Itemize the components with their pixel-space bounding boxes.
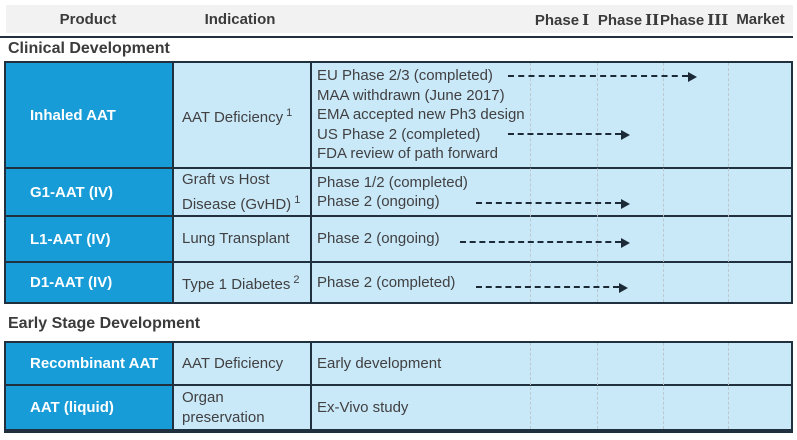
- indication-cell: Organ preservation: [174, 386, 312, 429]
- status-line: Phase 2 (ongoing): [317, 230, 440, 248]
- phase1-gridline: [530, 343, 531, 429]
- progress-arrow-eu-phase3: [508, 72, 697, 83]
- product-label: AAT (liquid): [30, 399, 114, 416]
- indication-label: Organ preservation: [182, 388, 265, 426]
- product-label: D1-AAT (IV): [30, 274, 113, 291]
- phase1-gridline: [530, 63, 531, 302]
- product-cell: D1-AAT (IV): [6, 263, 174, 302]
- phase2-gridline: [597, 63, 598, 302]
- status-cell: Early development: [312, 343, 791, 384]
- phase3-gridline: [663, 343, 664, 429]
- table-header-band: [6, 5, 793, 33]
- product-cell: G1-AAT (IV): [6, 169, 174, 215]
- product-label: G1-AAT (IV): [30, 183, 114, 201]
- product-cell: L1-AAT (IV): [6, 217, 174, 261]
- status-line: EU Phase 2/3 (completed): [317, 67, 493, 85]
- column-header-market: Market: [736, 11, 785, 28]
- footnote-marker: 2: [293, 274, 300, 286]
- table-row-d1-aat: D1-AAT (IV) Type 1 Diabetes 2 Phase 2 (co…: [6, 261, 791, 302]
- status-line: Phase 2 (completed): [317, 273, 456, 291]
- indication-label: AAT Deficiency: [182, 354, 284, 372]
- status-line: MAA withdrawn (June 2017): [317, 86, 505, 104]
- table-row-recombinant-aat: Recombinant AAT AAT Deficiency Early dev…: [6, 343, 791, 384]
- indication-text: AAT Deficiency 1: [182, 103, 292, 128]
- header-divider: [0, 36, 793, 38]
- column-header-phase2: Phase II: [595, 11, 662, 29]
- indication-label: Type 1 Diabetes: [182, 276, 291, 293]
- status-line: Ex-Vivo study: [317, 398, 409, 416]
- indication-text: Lung Transplant: [182, 229, 290, 249]
- phase-word: Phase: [534, 12, 580, 29]
- progress-arrow-us-phase2: [508, 130, 630, 141]
- product-cell: Inhaled AAT: [6, 63, 174, 167]
- product-label: Inhaled AAT: [30, 106, 116, 124]
- indication-text: AAT Deficiency: [182, 354, 283, 374]
- status-cell: Ex-Vivo study: [312, 386, 791, 429]
- column-header-product: Product: [59, 11, 117, 28]
- table-row-g1-aat: G1-AAT (IV) Graft vs Host Disease (GvHD)…: [6, 167, 791, 215]
- indication-cell: Graft vs Host Disease (GvHD) 1: [174, 169, 312, 215]
- indication-cell: Lung Transplant: [174, 217, 312, 261]
- product-cell: Recombinant AAT: [6, 343, 174, 384]
- status-cell: Phase 1/2 (completed) Phase 2 (ongoing): [312, 169, 791, 215]
- status-line: Phase 2 (ongoing): [317, 193, 440, 210]
- table-row-inhaled-aat: Inhaled AAT AAT Deficiency 1 EU Phase 2/3…: [6, 63, 791, 167]
- table-row-l1-aat: L1-AAT (IV) Lung Transplant Phase 2 (ong…: [6, 215, 791, 261]
- progress-arrow-l1-phase2: [460, 238, 630, 249]
- indication-cell: AAT Deficiency 1: [174, 63, 312, 167]
- column-header-phase1: Phase I: [528, 11, 596, 29]
- phase-numeral: II: [645, 11, 660, 29]
- status-line: Early development: [317, 354, 442, 372]
- footnote-marker: 1: [286, 106, 293, 119]
- phase-numeral: I: [582, 11, 590, 29]
- clinical-development-table: Inhaled AAT AAT Deficiency 1 EU Phase 2/3…: [4, 61, 793, 304]
- phase-word: Phase: [660, 12, 705, 29]
- phase-word: Phase: [597, 12, 643, 29]
- early-stage-table: Recombinant AAT AAT Deficiency Early dev…: [4, 341, 793, 433]
- indication-label: AAT Deficiency: [182, 108, 284, 126]
- phase2-gridline: [597, 343, 598, 429]
- market-gridline: [728, 63, 729, 302]
- status-cell: Phase 2 (ongoing): [312, 217, 791, 261]
- column-header-phase3: Phase III: [660, 11, 729, 29]
- status-cell: Phase 2 (completed): [312, 263, 791, 302]
- section-title-clinical-development: Clinical Development: [8, 40, 170, 57]
- indication-text: Type 1 Diabetes 2: [182, 270, 300, 295]
- footnote-marker: 1: [294, 193, 301, 206]
- progress-arrow-g1-phase2: [476, 199, 630, 210]
- product-label: L1-AAT (IV): [30, 230, 111, 248]
- status-line: FDA review of path forward: [317, 145, 498, 163]
- indication-text: Organ preservation: [182, 388, 304, 428]
- indication-label: Graft vs Host Disease (GvHD): [182, 170, 292, 213]
- status-line: US Phase 2 (completed): [317, 125, 481, 143]
- product-cell: AAT (liquid): [6, 386, 174, 429]
- indication-text: Graft vs Host Disease (GvHD) 1: [182, 170, 304, 215]
- status-line: Phase 1/2 (completed): [317, 173, 468, 191]
- status-line: EMA accepted new Ph3 design: [317, 106, 525, 124]
- column-header-indication: Indication: [204, 11, 276, 28]
- phase-numeral: III: [707, 11, 729, 29]
- status-cell: EU Phase 2/3 (completed) MAA withdrawn (…: [312, 63, 791, 167]
- table-row-aat-liquid: AAT (liquid) Organ preservation Ex-Vivo …: [6, 384, 791, 429]
- progress-arrow-d1-phase2: [476, 283, 628, 294]
- phase3-gridline: [663, 63, 664, 302]
- indication-label: Lung Transplant: [182, 230, 290, 247]
- product-label: Recombinant AAT: [30, 355, 159, 372]
- indication-cell: AAT Deficiency: [174, 343, 312, 384]
- section-title-early-stage-development: Early Stage Development: [8, 315, 201, 332]
- market-gridline: [728, 343, 729, 429]
- indication-cell: Type 1 Diabetes 2: [174, 263, 312, 302]
